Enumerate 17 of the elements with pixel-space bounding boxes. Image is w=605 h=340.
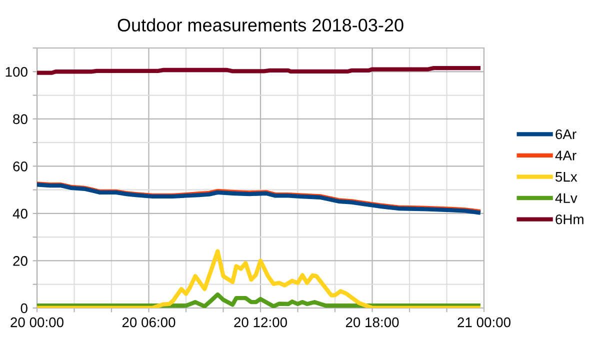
x-tick-label: 20 00:00 xyxy=(10,317,64,328)
y-tick-label: 20 xyxy=(13,256,28,266)
legend-label: 5Lx xyxy=(556,172,578,182)
x-tick-label: 20 12:00 xyxy=(234,317,287,328)
x-tick-label: 21 00:00 xyxy=(458,317,510,328)
legend-label: 6Ar xyxy=(556,129,576,140)
legend-label: 4Ar xyxy=(555,150,576,160)
y-tick-label: 0 xyxy=(20,303,28,314)
y-tick-label: 60 xyxy=(13,162,28,172)
y-tick-label: 40 xyxy=(12,208,28,219)
y-tick-label: 100 xyxy=(6,66,28,77)
legend-label: 6Hm xyxy=(556,214,584,224)
legend-label: 4Lv xyxy=(555,193,578,203)
y-tick-label: 80 xyxy=(13,114,28,124)
x-tick-label: 20 18:00 xyxy=(346,317,399,328)
x-tick-label: 20 06:00 xyxy=(122,317,176,328)
chart-title: Outdoor measurements 2018-03-20 xyxy=(118,18,404,32)
